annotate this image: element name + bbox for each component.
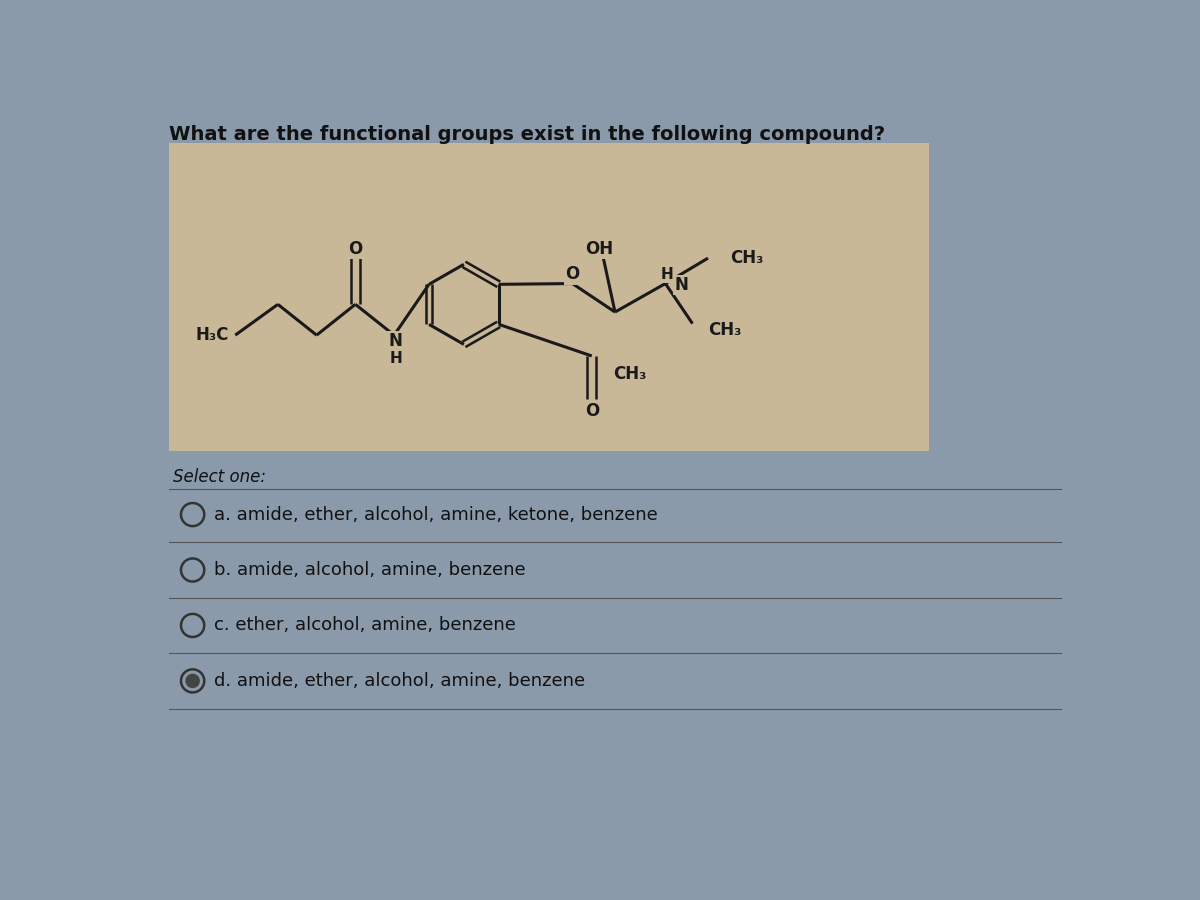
Text: O: O bbox=[348, 240, 362, 258]
Text: What are the functional groups exist in the following compound?: What are the functional groups exist in … bbox=[169, 125, 886, 144]
Text: Select one:: Select one: bbox=[173, 468, 266, 486]
Text: N: N bbox=[674, 276, 689, 294]
Text: a. amide, ether, alcohol, amine, ketone, benzene: a. amide, ether, alcohol, amine, ketone,… bbox=[215, 506, 658, 524]
Text: H: H bbox=[389, 351, 402, 365]
Text: CH₃: CH₃ bbox=[730, 249, 763, 267]
Text: H: H bbox=[660, 266, 673, 282]
Circle shape bbox=[186, 674, 199, 688]
Text: c. ether, alcohol, amine, benzene: c. ether, alcohol, amine, benzene bbox=[215, 616, 516, 634]
Text: O: O bbox=[584, 401, 599, 419]
Text: OH: OH bbox=[586, 240, 613, 258]
Text: CH₃: CH₃ bbox=[613, 364, 646, 382]
Text: O: O bbox=[565, 266, 580, 284]
Text: b. amide, alcohol, amine, benzene: b. amide, alcohol, amine, benzene bbox=[215, 561, 526, 579]
Text: H₃C: H₃C bbox=[196, 326, 229, 344]
Text: CH₃: CH₃ bbox=[708, 320, 742, 338]
Text: N: N bbox=[389, 332, 403, 350]
Bar bbox=[169, 142, 929, 451]
Text: d. amide, ether, alcohol, amine, benzene: d. amide, ether, alcohol, amine, benzene bbox=[215, 672, 586, 690]
